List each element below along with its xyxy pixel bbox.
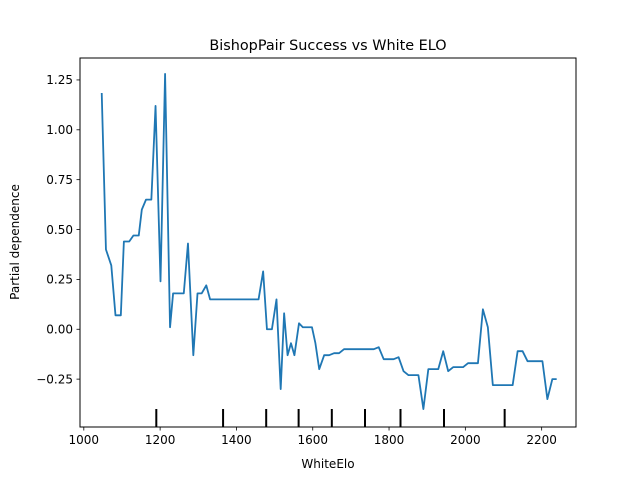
plot-frame (79, 57, 577, 428)
series-lines (100, 73, 557, 410)
y-tick-label: 0.50 (46, 223, 73, 237)
y-axis-label: Partial dependence (8, 184, 22, 300)
chart-title: BishopPair Success vs White ELO (209, 38, 446, 54)
x-tick-label: 2200 (526, 433, 557, 447)
y-tick-label: 0.75 (46, 173, 73, 187)
x-tick-label: 1200 (145, 433, 176, 447)
axis-ticks: 1000 1200 1400 1600 1800 2000 2200 −0.25 0.00 0.2… (36, 73, 557, 447)
x-axis-label: WhiteElo (301, 457, 354, 471)
y-tick-label: 1.00 (46, 123, 73, 137)
x-tick-label: 1600 (297, 433, 328, 447)
y-tick-label: 0.00 (46, 323, 73, 337)
y-tick-label: 1.25 (46, 73, 73, 87)
series-line (100, 73, 557, 410)
y-tick-label: 0.25 (46, 273, 73, 287)
x-tick-label: 2000 (450, 433, 481, 447)
y-tick-label: −0.25 (36, 372, 73, 386)
x-tick-label: 1800 (374, 433, 405, 447)
x-tick-label: 1000 (69, 433, 100, 447)
x-tick-label: 1400 (221, 433, 252, 447)
rug-marks (155, 409, 506, 427)
